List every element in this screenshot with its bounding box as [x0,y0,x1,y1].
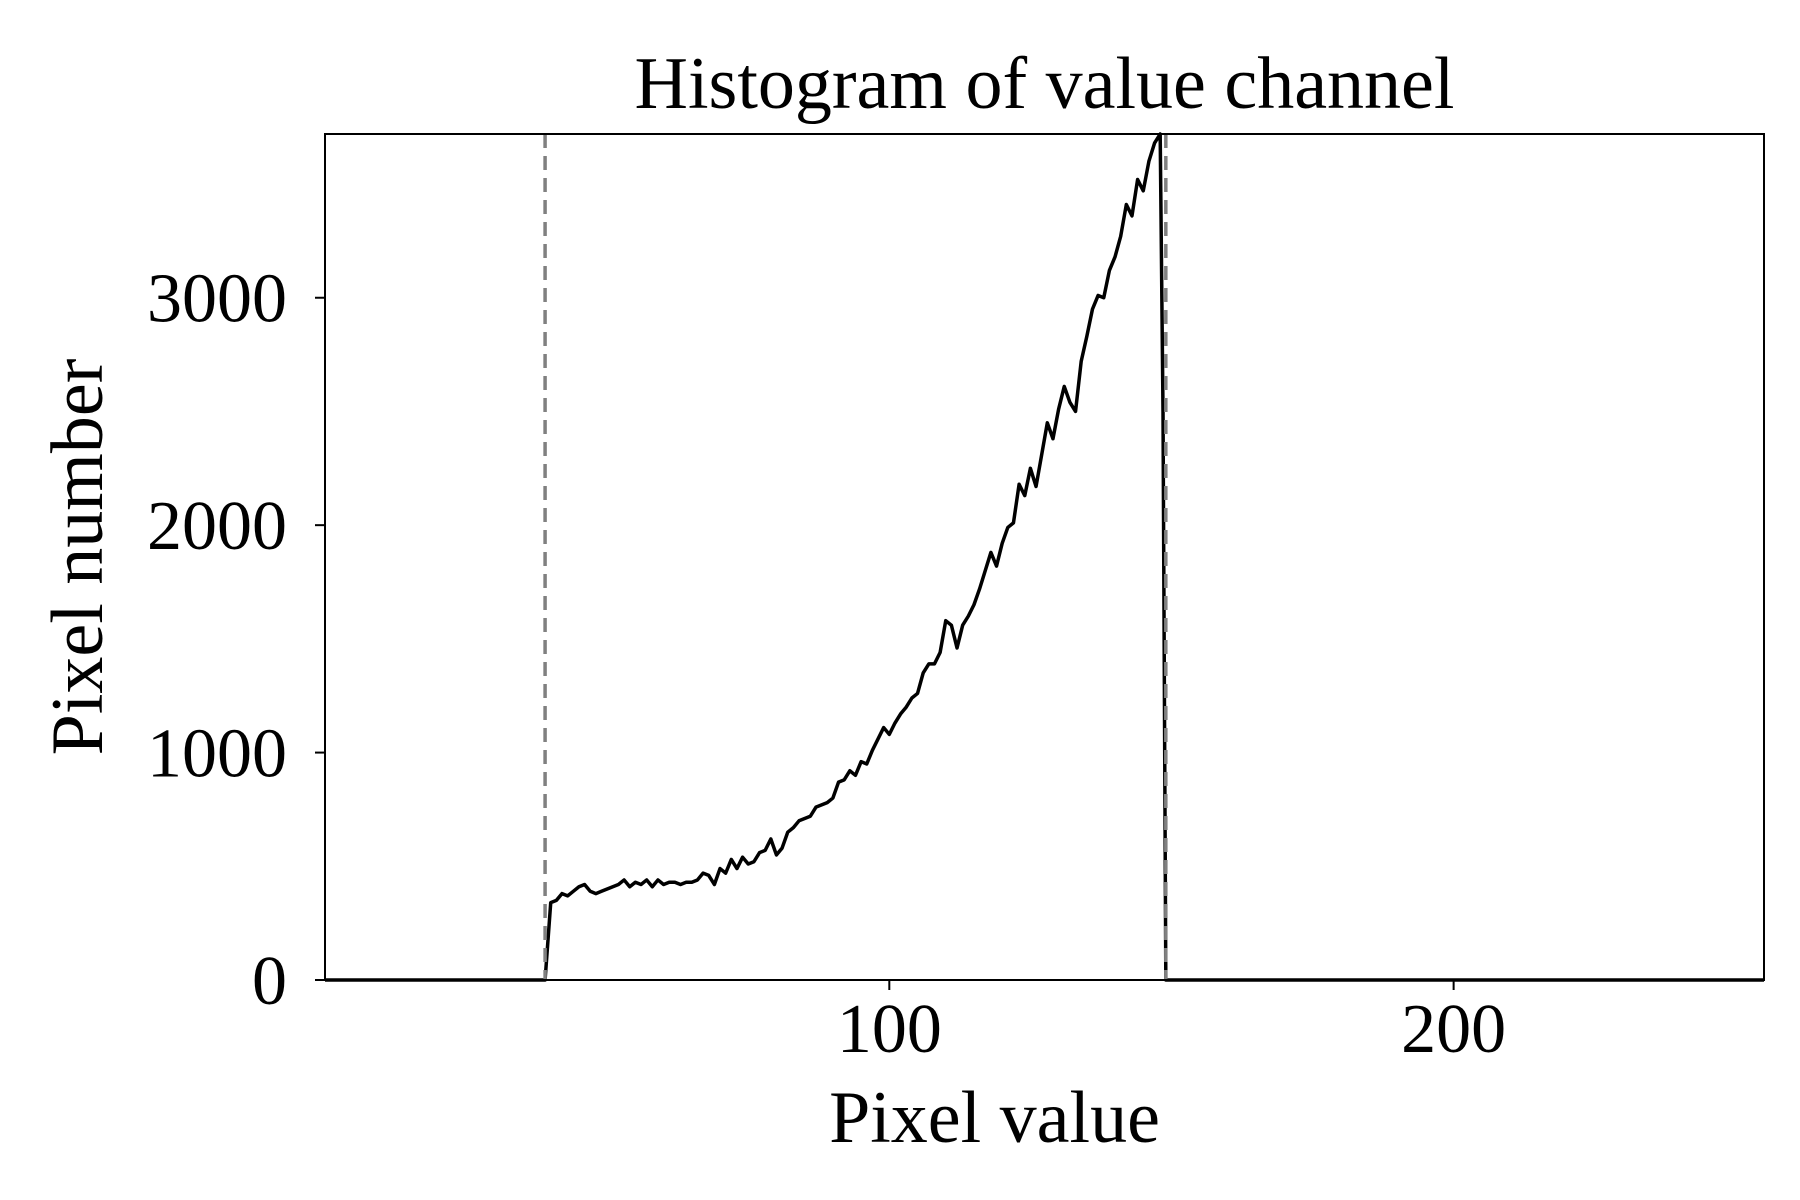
x-tick-label-200: 200 [1401,991,1506,1068]
y-tick-label-0: 0 [252,943,287,1020]
y-axis-label: Pixel number [37,359,119,756]
series-line-0 [325,132,1764,982]
y-tick-label-2000: 2000 [147,488,287,565]
axes-frame [324,133,1765,981]
y-tick-label-3000: 3000 [147,261,287,338]
plot-area [325,132,1764,982]
x-axis-label: Pixel value [829,1077,1160,1159]
y-tick-label-1000: 1000 [147,716,287,793]
x-tick-label-100: 100 [837,991,942,1068]
chart-title: Histogram of value channel [635,43,1455,125]
